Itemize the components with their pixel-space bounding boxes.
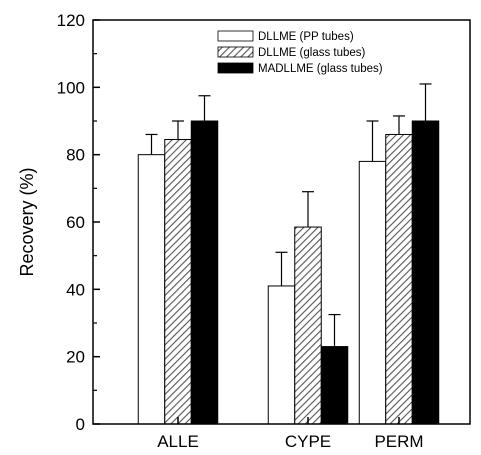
legend: DLLME (PP tubes) DLLME (glass tubes) MADLL…	[217, 30, 383, 75]
y-tick-label: 40	[66, 280, 85, 299]
legend-swatch	[217, 46, 254, 58]
legend-label: MADLLME (glass tubes)	[258, 63, 383, 75]
legend-swatch	[217, 30, 254, 42]
y-axis-label: Recovery (%)	[17, 167, 37, 276]
bar	[294, 226, 322, 425]
legend-label: DLLME (PP tubes)	[258, 31, 354, 43]
bar	[137, 154, 166, 425]
y-tick-label: 120	[57, 11, 85, 30]
x-tick-label: PERM	[374, 432, 423, 451]
legend-label: DLLME (glass tubes)	[258, 47, 366, 59]
bar	[190, 120, 219, 425]
y-tick-label: 100	[57, 78, 85, 97]
x-tick-label: ALLE	[157, 432, 199, 451]
legend-swatch	[217, 62, 254, 74]
y-tick-label: 0	[76, 415, 85, 434]
y-tick-label: 20	[66, 348, 85, 367]
x-tick-label: CYPE	[285, 432, 331, 451]
plot-area	[137, 83, 440, 425]
bar	[358, 160, 387, 425]
bar	[164, 139, 192, 425]
bar	[385, 133, 413, 425]
y-tick-label: 80	[66, 146, 85, 165]
bar	[320, 346, 349, 425]
axes: 0 20 40 60 80 100 120 ALLE CYPE PERM	[57, 11, 471, 451]
bar	[267, 285, 296, 425]
y-tick-label: 60	[66, 213, 85, 232]
bar	[411, 120, 440, 425]
